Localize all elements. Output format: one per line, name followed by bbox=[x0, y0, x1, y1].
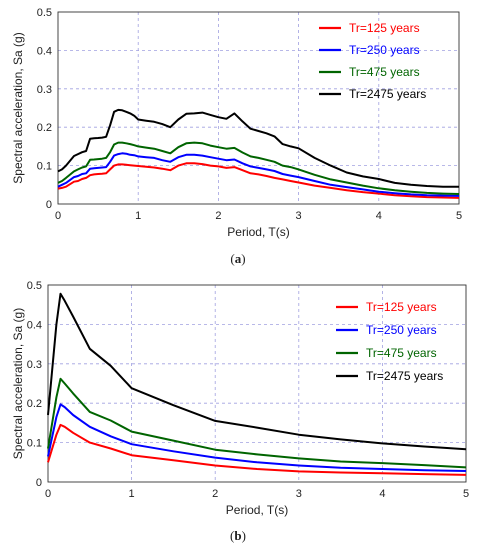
x-tick-label: 0 bbox=[45, 488, 51, 500]
legend-label-1: Tr=125 years bbox=[349, 21, 420, 35]
y-tick-label: 0.1 bbox=[27, 438, 42, 450]
series-line-1 bbox=[47, 423, 467, 476]
y-tick-label: 0.2 bbox=[27, 398, 42, 410]
legend-label-2: Tr=250 years bbox=[349, 43, 420, 57]
plot-area bbox=[48, 285, 466, 482]
y-tick-label: 0.1 bbox=[37, 161, 52, 173]
x-tick-label: 0 bbox=[55, 210, 61, 222]
x-tick-label: 2 bbox=[212, 488, 218, 500]
series-line-4 bbox=[47, 292, 467, 451]
series-line-3 bbox=[47, 377, 467, 469]
figure-caption: (b) bbox=[230, 528, 246, 543]
y-axis-label: Spectral acceleration, Sa (g) bbox=[11, 308, 25, 459]
figure-caption: (a) bbox=[230, 251, 245, 266]
legend-label-4: Tr=2475 years bbox=[366, 369, 443, 383]
legend-label-3: Tr=475 years bbox=[349, 65, 420, 79]
legend-label-1: Tr=125 years bbox=[366, 300, 437, 314]
x-tick-label: 1 bbox=[129, 488, 135, 500]
x-tick-label: 3 bbox=[296, 210, 302, 222]
y-tick-label: 0.3 bbox=[37, 84, 52, 96]
series-line-2 bbox=[57, 152, 460, 197]
plot-frame bbox=[47, 284, 467, 483]
legend-label-2: Tr=250 years bbox=[366, 323, 437, 337]
chart-panel-a: 0 0.1 0.2 0.3 0.4 0.5 0 1 2 3 4 5 Tr=125 years Tr=250… bbox=[11, 7, 462, 266]
y-tick-label: 0.5 bbox=[27, 280, 42, 292]
y-axis-label: Spectral acceleration, Sa (g) bbox=[11, 32, 25, 183]
y-tick-label: 0 bbox=[36, 477, 42, 489]
y-tick-label: 0.5 bbox=[37, 7, 52, 19]
series-line-4 bbox=[57, 108, 459, 188]
x-tick-label: 1 bbox=[135, 210, 141, 222]
x-tick-label: 5 bbox=[463, 488, 469, 500]
y-tick-label: 0.3 bbox=[27, 359, 42, 371]
y-tick-label: 0.4 bbox=[27, 319, 42, 331]
x-tick-label: 5 bbox=[456, 210, 462, 222]
series-line-2 bbox=[47, 403, 467, 472]
y-tick-label: 0 bbox=[46, 199, 52, 211]
chart-panel-b: 0 0.1 0.2 0.3 0.4 0.5 0 1 2 3 4 5 Tr=125 years Tr=250… bbox=[11, 280, 469, 543]
y-tick-label: 0.4 bbox=[37, 45, 52, 57]
series-line-1 bbox=[57, 162, 460, 199]
plot-frame bbox=[57, 11, 460, 205]
x-axis-label: Period, T(s) bbox=[227, 225, 289, 239]
legend-label-4: Tr=2475 years bbox=[349, 87, 426, 101]
series-line-3 bbox=[57, 141, 460, 195]
y-tick-label: 0.2 bbox=[37, 122, 52, 134]
x-axis-label: Period, T(s) bbox=[226, 503, 288, 517]
legend-label-3: Tr=475 years bbox=[366, 346, 437, 360]
x-tick-label: 3 bbox=[296, 488, 302, 500]
x-tick-label: 2 bbox=[215, 210, 221, 222]
plot-area bbox=[58, 12, 459, 204]
x-tick-label: 4 bbox=[376, 210, 382, 222]
x-tick-label: 4 bbox=[379, 488, 385, 500]
